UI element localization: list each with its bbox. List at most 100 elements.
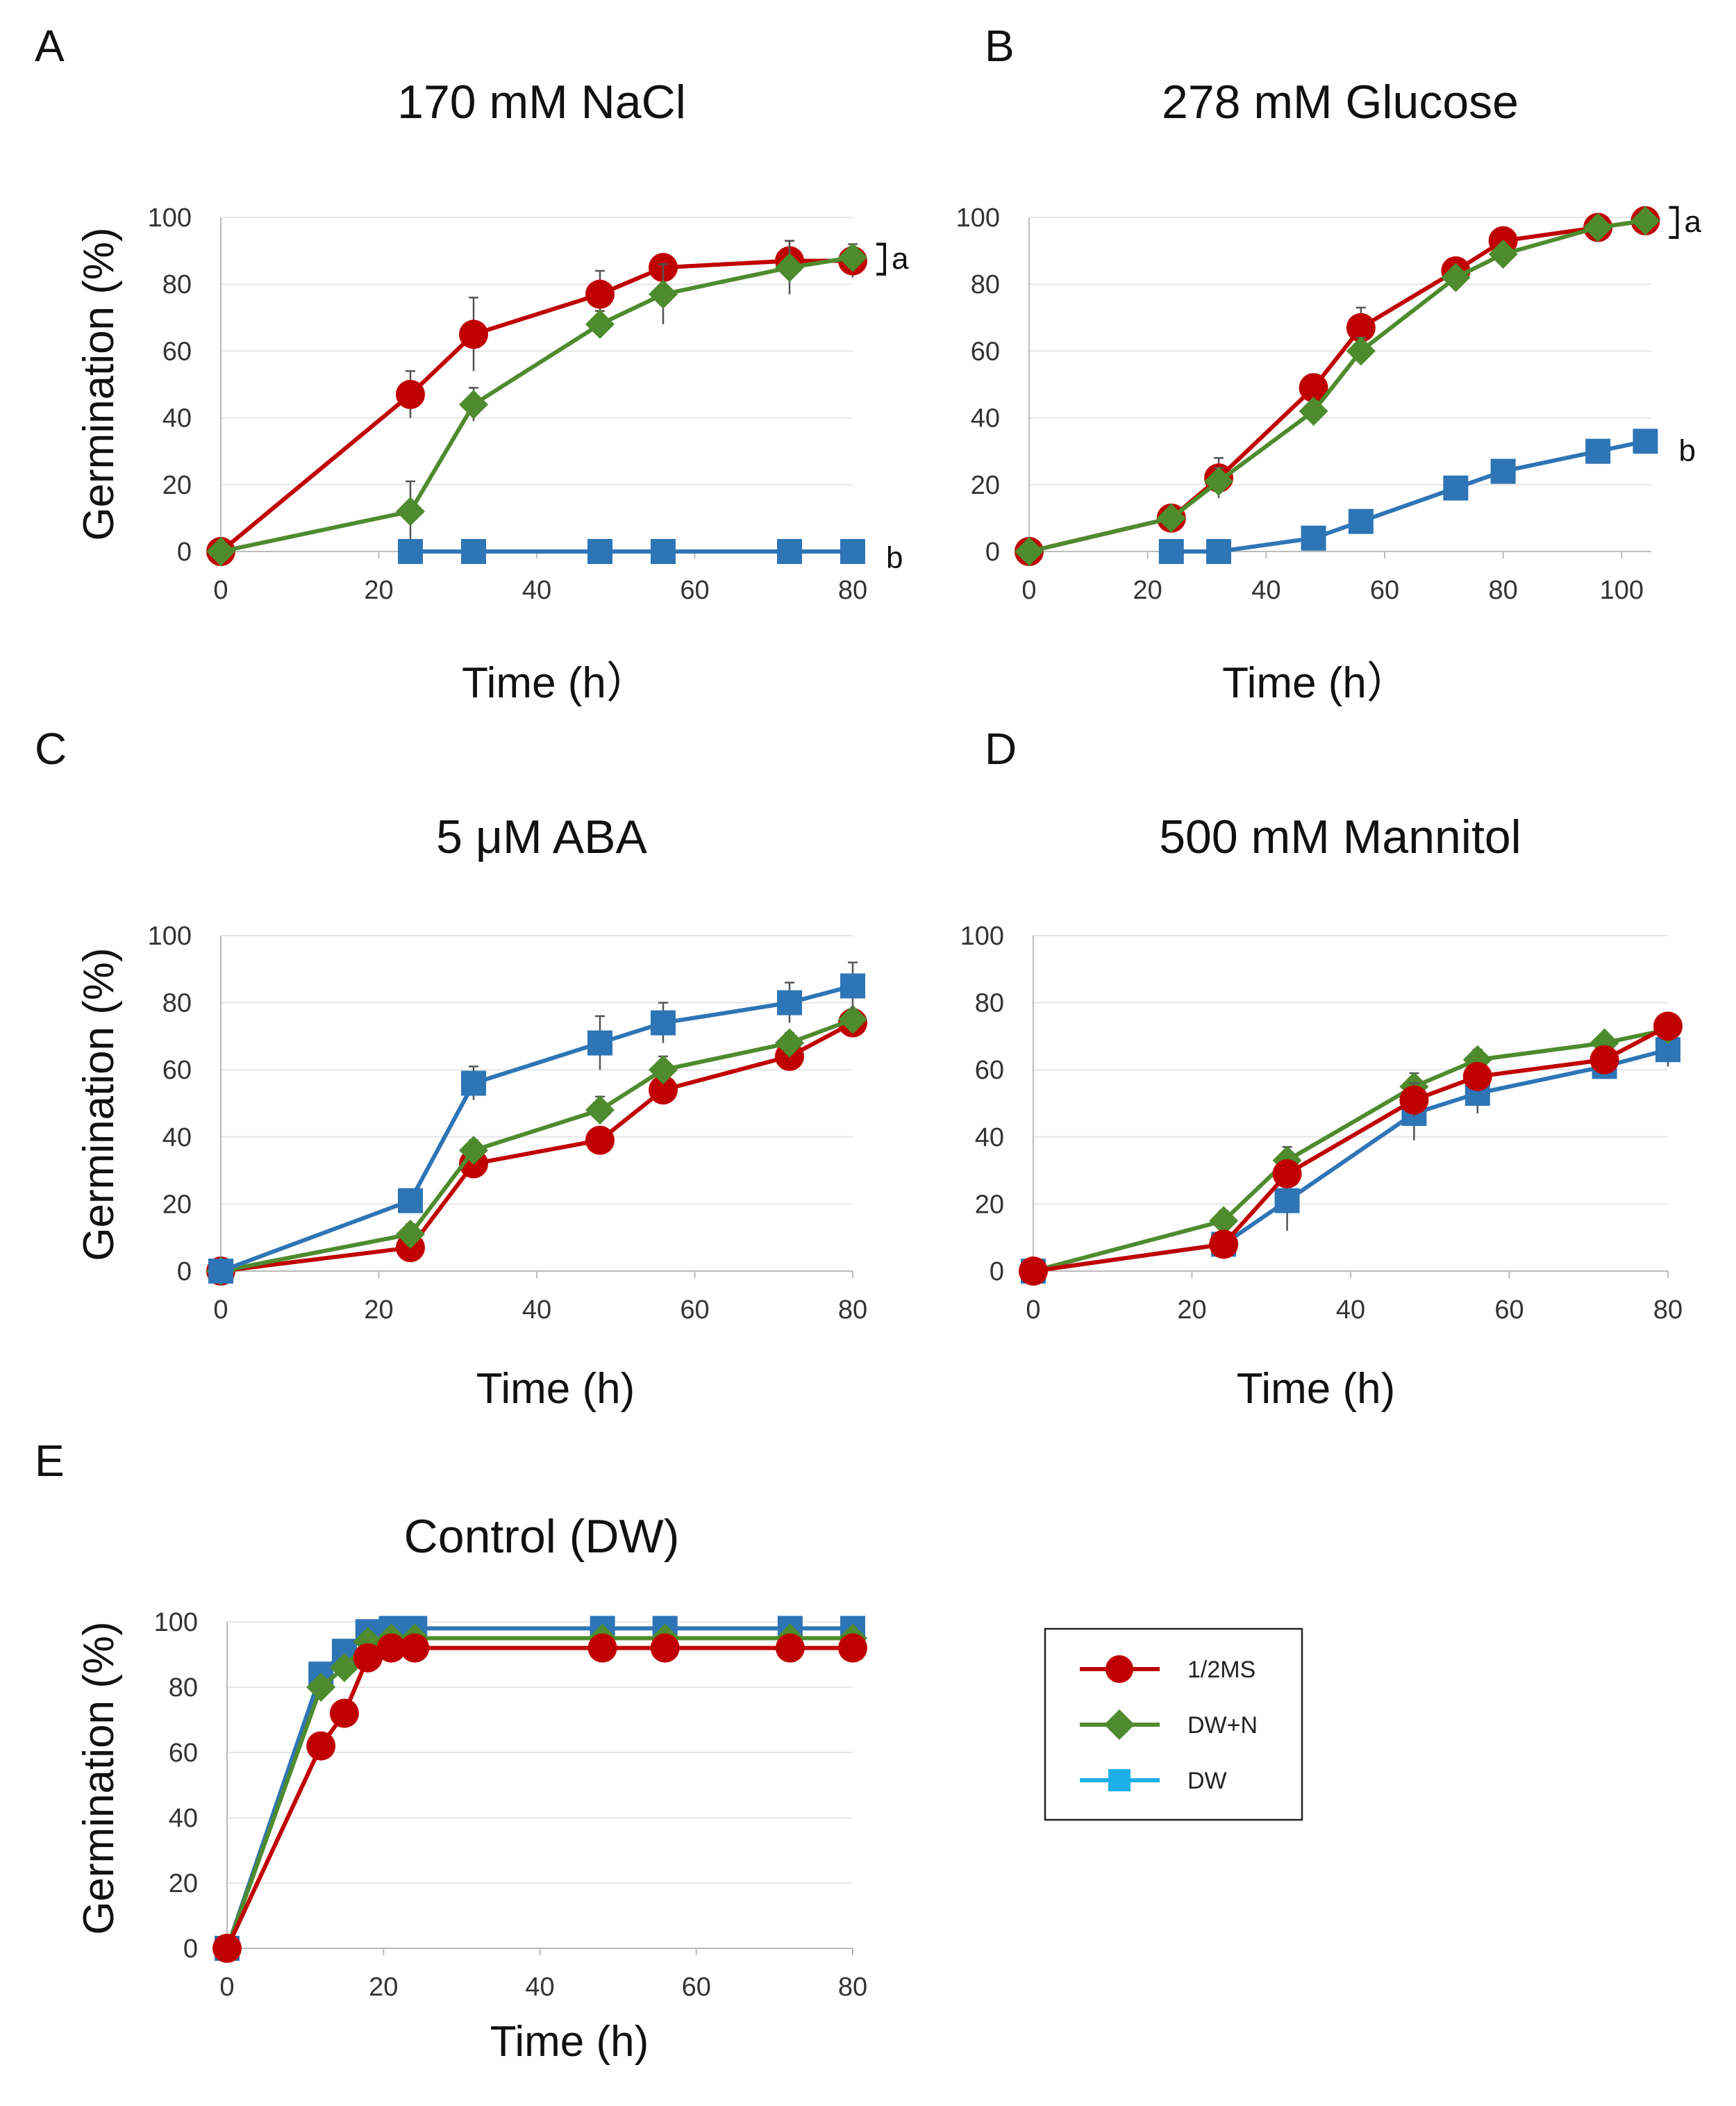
y-tick-label: 20 [169,1869,198,1898]
y-tick-label: 0 [990,1257,1004,1286]
data-point [838,1633,867,1663]
series-line [1171,439,1646,554]
series-dwn [206,240,867,566]
data-point [208,1259,233,1284]
y-tick-label: 80 [162,270,192,299]
legend-marker-ms [1105,1655,1133,1683]
x-tick-label: 80 [1489,576,1518,605]
data-point [398,1188,423,1213]
data-point [650,1633,680,1663]
data-point [651,539,676,564]
y-tick-label: 20 [162,1190,192,1219]
y-axis-title: Germination (%) [75,1621,123,1934]
legend-entry-dwn: DW+N [1080,1709,1258,1740]
data-point [1209,1206,1239,1236]
data-point [461,539,486,564]
legend-label-ms: 1/2MS [1187,1657,1255,1683]
series-ms [212,1633,867,1963]
data-point [353,1643,383,1673]
data-point [459,390,488,420]
data-point [1490,458,1516,484]
y-tick-label: 80 [162,989,192,1018]
data-point [1583,213,1613,242]
data-point [585,309,615,339]
y-tick-label: 20 [971,471,1000,500]
data-point [1204,466,1234,496]
x-tick-label: 0 [1026,1295,1040,1325]
y-tick-label: 0 [985,538,1000,567]
series-dwn [1015,206,1660,566]
data-point [1462,1061,1492,1091]
data-point [461,1070,486,1096]
chart-title: 170 mM NaCl [397,76,686,128]
x-tick-label: 100 [1600,576,1644,605]
data-point [1274,1188,1300,1213]
y-tick-label: 80 [975,989,1004,1018]
x-tick-label: 60 [682,1973,711,2002]
data-point [838,1004,867,1034]
legend-entry-ms: 1/2MS [1080,1655,1255,1683]
x-tick-label: 20 [364,576,393,605]
data-point [1272,1159,1302,1188]
x-tick-label: 80 [838,1973,867,2002]
y-tick-label: 0 [177,1257,192,1286]
x-tick-label: 80 [838,1295,867,1325]
series-dwn [206,1004,867,1286]
data-point [1019,1257,1048,1286]
data-point [651,1010,676,1036]
x-tick-label: 40 [525,1973,554,2002]
x-tick-label: 40 [1336,1295,1365,1325]
y-axis-title: Germination (%) [75,227,123,540]
x-tick-label: 20 [369,1973,398,2002]
data-point [398,539,423,564]
data-point [1206,539,1232,564]
y-axis-title: Germination (%) [75,947,123,1261]
data-point [376,1633,406,1663]
legend-marker-dwn [1104,1709,1135,1740]
x-tick-label: 0 [219,1973,234,2002]
y-tick-label: 40 [162,1123,192,1152]
data-point [1399,1085,1429,1115]
y-tick-label: 40 [975,1123,1004,1152]
significance-label: b [886,541,903,575]
x-axis-title: Time (h） [462,659,649,707]
data-point [585,279,615,309]
y-tick-label: 40 [162,404,192,433]
x-tick-label: 40 [522,1295,551,1325]
data-point [1488,239,1518,269]
data-point [775,1633,805,1663]
panel-letter: C [35,724,67,774]
y-tick-label: 20 [975,1190,1004,1219]
y-tick-label: 60 [975,1056,1004,1085]
data-point [587,1030,612,1056]
y-tick-label: 100 [148,204,192,233]
data-point [649,1075,678,1105]
data-point [1346,313,1376,342]
data-point [649,279,678,309]
x-tick-label: 60 [1370,576,1399,605]
data-point [838,242,867,272]
panel-letter: B [985,21,1015,71]
significance-bracket [1669,206,1679,239]
x-tick-label: 60 [680,1295,709,1325]
data-point [1441,263,1471,292]
x-tick-label: 0 [213,1295,228,1325]
series-dw [208,961,865,1284]
panel-letter: E [35,1436,65,1486]
y-tick-label: 80 [169,1673,198,1702]
data-point [1158,539,1184,564]
data-point [459,320,488,349]
series-ms [1019,1011,1683,1286]
series-dw [398,539,865,564]
data-point [1633,429,1658,454]
data-point [1348,508,1374,534]
chart-panel-e: E Control (DW) 0 20 40 60 80 100 0 20 40 60 80 Time (… [35,1436,867,2066]
data-point [212,1934,242,1963]
y-tick-label: 60 [162,337,192,366]
chart-title: 278 mM Glucose [1162,76,1519,128]
significance-label: a [1684,205,1701,239]
data-point [1630,206,1660,235]
y-tick-label: 40 [971,404,1000,433]
data-point [329,1698,359,1728]
data-point [1301,525,1326,551]
